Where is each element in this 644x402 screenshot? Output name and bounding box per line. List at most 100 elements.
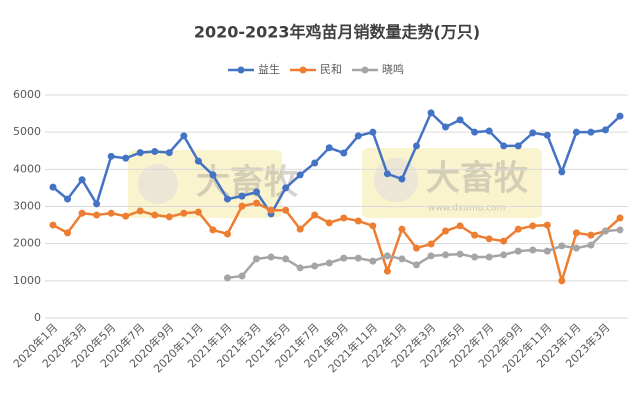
data-point <box>572 128 580 136</box>
data-point <box>369 222 377 230</box>
data-point <box>209 226 217 234</box>
data-point <box>64 229 72 237</box>
data-point <box>514 247 522 255</box>
data-point <box>49 221 57 229</box>
data-point <box>412 261 420 269</box>
legend-label: 晓鸣 <box>382 62 404 76</box>
y-tick-label: 3000 <box>13 200 41 213</box>
data-point <box>383 267 391 275</box>
legend-label: 民和 <box>320 63 342 76</box>
data-point <box>514 142 522 150</box>
data-point <box>587 231 595 239</box>
watermark-text: 大畜牧 <box>426 159 529 199</box>
watermark-logo <box>138 164 178 204</box>
data-point <box>471 231 479 239</box>
data-point <box>107 152 115 160</box>
legend-marker <box>361 66 369 74</box>
data-point <box>543 221 551 229</box>
data-point <box>180 209 188 217</box>
data-point <box>616 112 624 120</box>
data-point <box>78 176 86 184</box>
legend-label: 益生 <box>258 62 280 76</box>
data-point <box>456 222 464 230</box>
data-point <box>558 277 566 285</box>
series-line <box>227 228 621 280</box>
data-point <box>500 142 508 150</box>
data-point <box>165 213 173 221</box>
watermark-text: 大畜牧 <box>196 163 299 203</box>
data-point <box>238 202 246 210</box>
legend-marker <box>237 66 245 74</box>
data-point <box>238 192 246 200</box>
data-point <box>398 255 406 263</box>
data-point <box>151 147 159 155</box>
data-point <box>93 211 101 219</box>
data-point <box>238 272 246 280</box>
data-point <box>572 229 580 237</box>
data-point <box>223 230 231 238</box>
series <box>223 226 624 282</box>
data-point <box>572 244 580 252</box>
data-point <box>296 264 304 272</box>
data-point <box>514 225 522 233</box>
watermark-url: www.dxumu.com <box>428 204 505 214</box>
data-point <box>311 211 319 219</box>
y-tick-label: 5000 <box>13 125 41 138</box>
data-point <box>442 251 450 259</box>
series <box>49 109 624 218</box>
data-point <box>136 207 144 215</box>
data-point <box>253 199 261 207</box>
data-point <box>78 209 86 217</box>
data-point <box>442 123 450 131</box>
data-point <box>165 149 173 157</box>
data-point <box>456 116 464 124</box>
data-point <box>253 188 261 196</box>
data-point <box>383 252 391 260</box>
y-tick-label: 6000 <box>13 88 41 101</box>
data-point <box>325 144 333 152</box>
data-point <box>223 195 231 203</box>
data-point <box>485 253 493 261</box>
data-point <box>383 170 391 178</box>
data-point <box>456 250 464 258</box>
data-point <box>601 126 609 134</box>
data-point <box>543 247 551 255</box>
data-point <box>529 129 537 137</box>
data-point <box>253 255 261 263</box>
data-point <box>282 206 290 214</box>
data-point <box>136 149 144 157</box>
data-point <box>427 240 435 248</box>
data-point <box>296 225 304 233</box>
data-point <box>311 262 319 270</box>
data-point <box>311 159 319 167</box>
data-point <box>601 227 609 235</box>
data-point <box>93 200 101 208</box>
series-line <box>52 110 621 217</box>
data-point <box>151 211 159 219</box>
data-point <box>282 255 290 263</box>
data-point <box>223 274 231 282</box>
watermark-logo <box>374 158 418 202</box>
data-point <box>427 109 435 117</box>
data-point <box>194 157 202 165</box>
data-point <box>122 212 130 220</box>
y-tick-label: 2000 <box>13 237 41 250</box>
data-point <box>354 132 362 140</box>
data-point <box>122 154 130 162</box>
data-point <box>412 142 420 150</box>
data-point <box>340 149 348 157</box>
data-point <box>107 209 115 217</box>
data-point <box>616 226 624 234</box>
data-point <box>369 257 377 265</box>
y-tick-label: 1000 <box>13 274 41 287</box>
data-point <box>325 259 333 267</box>
series <box>49 199 624 286</box>
data-point <box>412 244 420 252</box>
data-point <box>471 128 479 136</box>
data-point <box>485 235 493 243</box>
data-point <box>427 252 435 260</box>
data-point <box>209 171 217 179</box>
data-point <box>558 242 566 250</box>
